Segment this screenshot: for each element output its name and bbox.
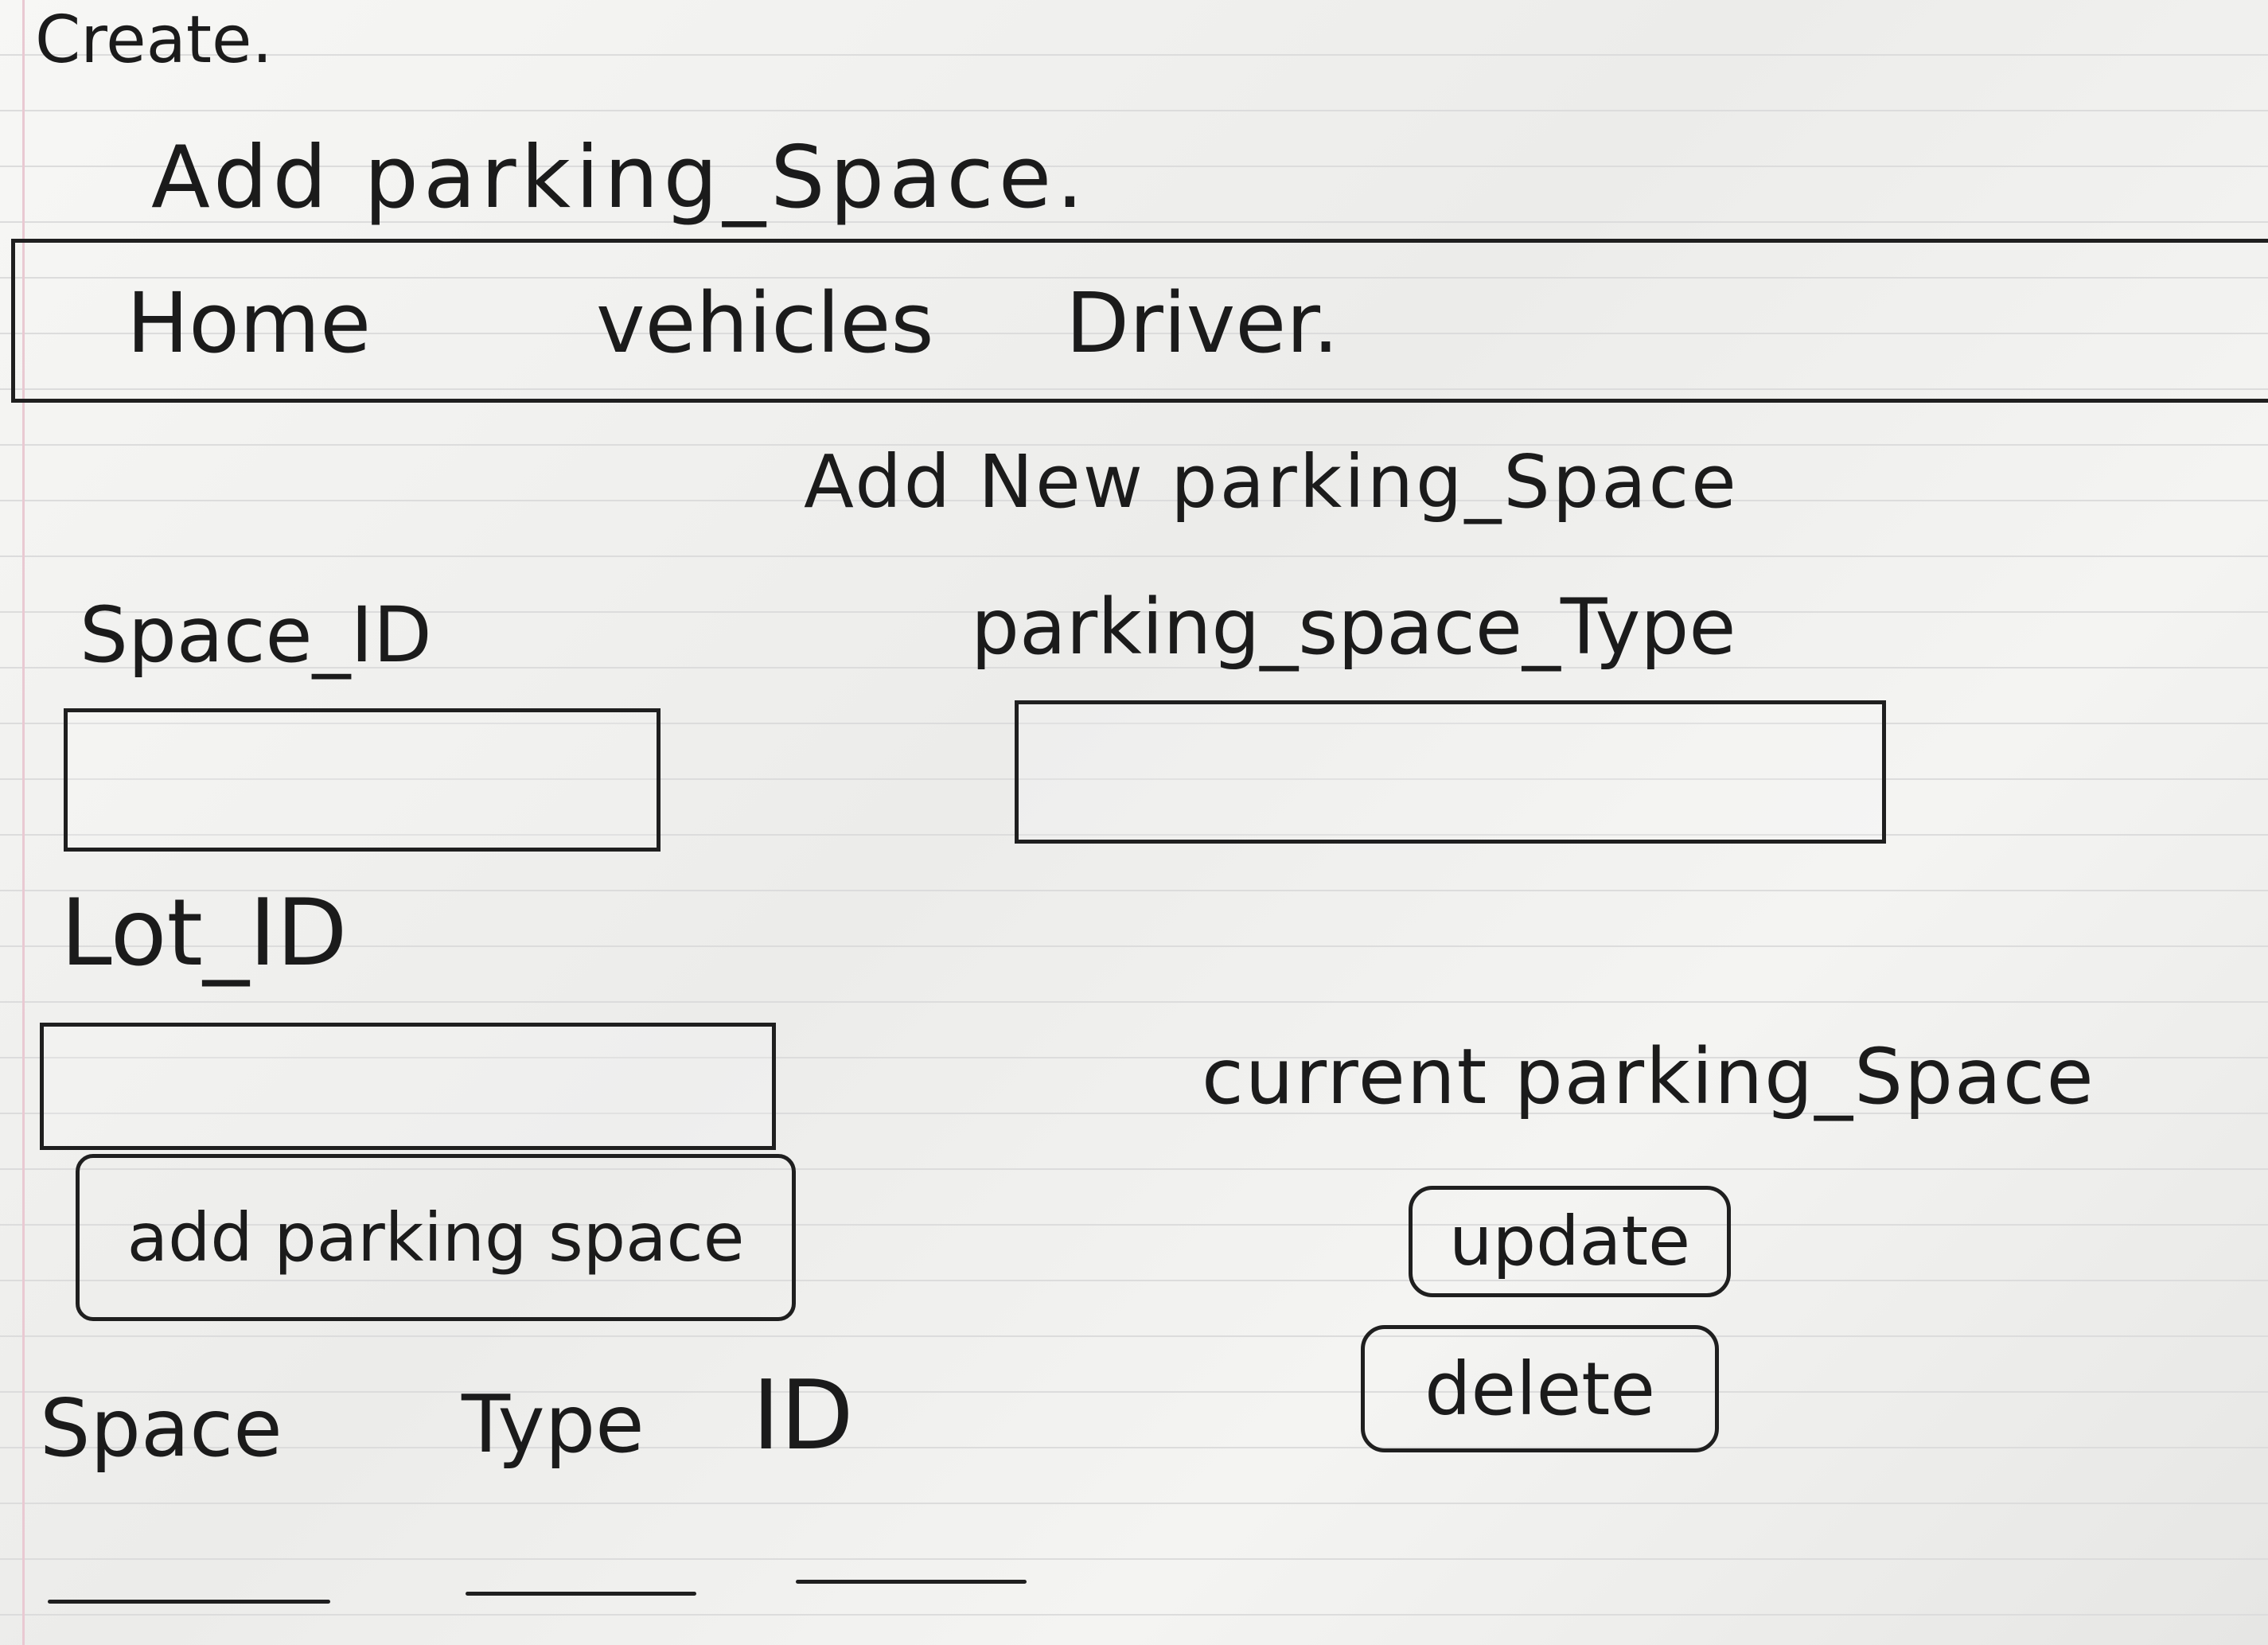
paper-margin-line xyxy=(22,0,25,1645)
space-type-label: parking_space_Type xyxy=(971,583,1736,672)
column-header-space: Space xyxy=(40,1382,283,1475)
column-header-id: ID xyxy=(752,1361,854,1472)
delete-button[interactable]: delete xyxy=(1361,1325,1719,1452)
nav-item-home[interactable]: Home xyxy=(127,275,372,372)
space-id-label: Space_ID xyxy=(80,591,432,680)
nav-item-vehicles[interactable]: vehicles xyxy=(596,275,934,372)
add-parking-space-button[interactable]: add parking space xyxy=(76,1154,796,1321)
current-parking-space-title: current parking_Space xyxy=(1202,1032,2095,1121)
column-header-type: Type xyxy=(462,1378,645,1471)
space-id-field xyxy=(64,708,661,852)
lot-id-field xyxy=(40,1023,776,1150)
table-cell-placeholder xyxy=(796,1580,1027,1584)
nav-bar: Home vehicles Driver. xyxy=(11,239,2268,403)
space-id-input[interactable] xyxy=(68,712,657,848)
create-label: Create. xyxy=(35,2,273,78)
lot-id-input[interactable] xyxy=(44,1027,772,1146)
form-title: Add New parking_Space xyxy=(804,439,1739,524)
update-button[interactable]: update xyxy=(1409,1186,1731,1297)
nav-item-driver[interactable]: Driver. xyxy=(1066,275,1339,372)
table-cell-placeholder xyxy=(466,1592,696,1596)
space-type-field xyxy=(1015,700,1886,844)
table-cell-placeholder xyxy=(48,1600,330,1604)
page-title: Add parking_Space. xyxy=(151,128,1089,228)
space-type-input[interactable] xyxy=(1019,704,1882,840)
lot-id-label: Lot_ID xyxy=(60,879,348,987)
